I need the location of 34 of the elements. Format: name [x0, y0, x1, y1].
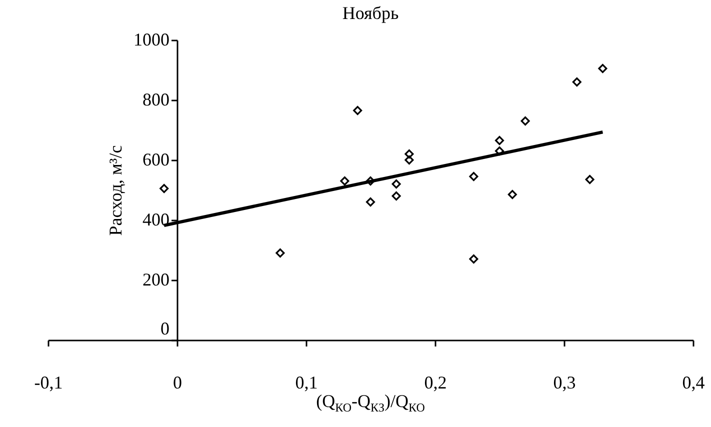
point [340, 176, 350, 186]
y-tick-label: 800 [142, 90, 170, 110]
point [572, 77, 582, 87]
point [392, 191, 401, 201]
point [160, 184, 169, 194]
point [404, 149, 414, 159]
x-tick-label: 0,1 [295, 372, 318, 392]
y-tick-label: 1000 [134, 30, 170, 50]
y-axis-title: Расход, м³/с [106, 145, 126, 236]
point [585, 174, 594, 184]
y-tick-label: 200 [142, 270, 170, 290]
y-tick-label: 400 [142, 210, 170, 230]
x-axis-title: (Q$_{КО}$-Q$_{КЗ}$)/Q$_{КО}$ [316, 391, 425, 415]
x-tick-label: 0 [173, 372, 182, 392]
point [366, 197, 376, 207]
point [392, 179, 401, 189]
chart-title: Ноябрь [342, 3, 399, 23]
y-tick-label: 600 [142, 150, 170, 170]
point [520, 116, 530, 126]
x-tick-label: 0,2 [424, 372, 447, 392]
point [353, 106, 362, 116]
point [494, 146, 504, 156]
x-tick-label: 0,4 [682, 372, 705, 392]
point [598, 64, 608, 74]
point [494, 136, 504, 146]
x-tick-label: 0,3 [553, 372, 576, 392]
point [508, 190, 517, 200]
point [469, 172, 478, 182]
x-tick-label: -0,1 [34, 372, 63, 392]
y-tick-label: 0 [160, 318, 170, 338]
point [366, 176, 376, 186]
point [276, 248, 285, 258]
point [404, 155, 414, 165]
point [469, 254, 478, 264]
